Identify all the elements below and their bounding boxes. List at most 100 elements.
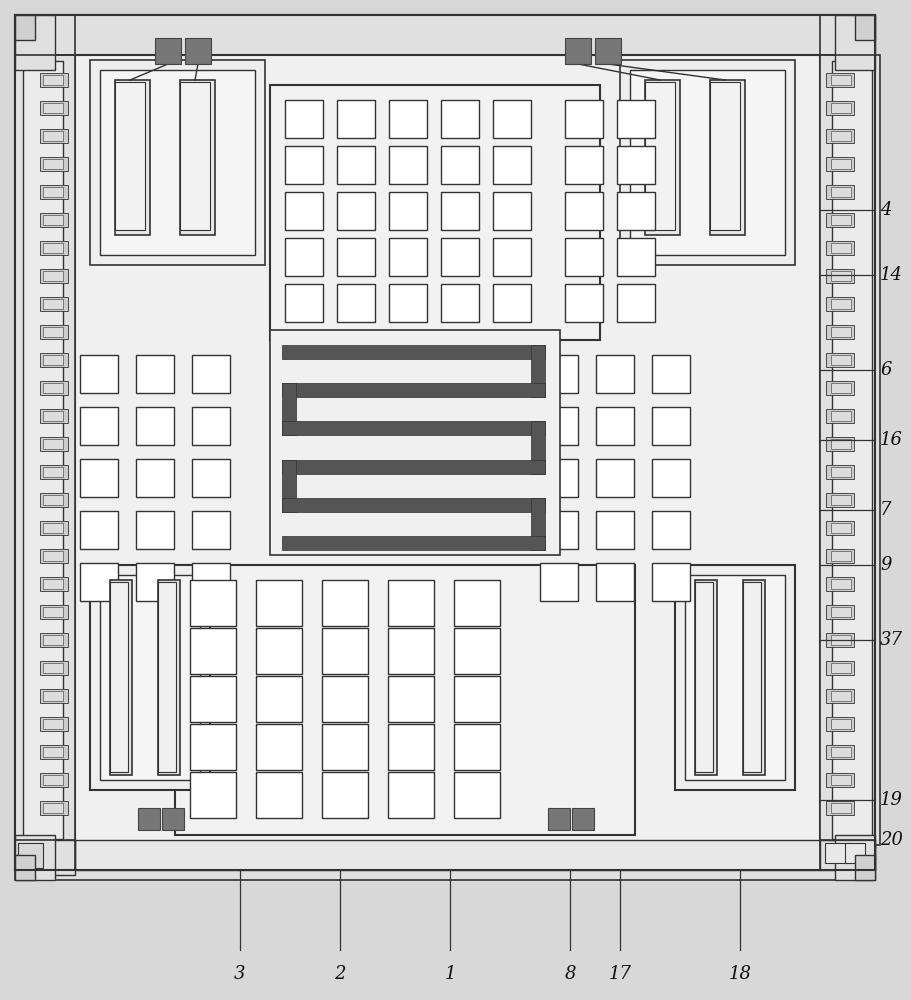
Bar (40, 605, 68, 619)
Bar (43, 719, 63, 729)
Bar (441, 284, 479, 322)
Bar (831, 467, 851, 477)
Bar (40, 661, 68, 675)
Bar (322, 628, 368, 674)
Bar (835, 15, 875, 70)
Bar (40, 521, 68, 535)
Bar (826, 129, 854, 143)
Bar (40, 409, 68, 423)
Bar (43, 635, 63, 645)
Bar (282, 460, 296, 512)
Bar (75, 840, 820, 870)
Bar (831, 271, 851, 281)
Bar (493, 238, 531, 276)
Bar (43, 383, 63, 393)
Bar (831, 579, 851, 589)
Bar (695, 580, 717, 775)
Bar (826, 157, 854, 171)
Bar (162, 808, 184, 830)
Bar (43, 663, 63, 673)
Bar (80, 407, 118, 445)
Bar (256, 724, 302, 770)
Bar (389, 192, 427, 230)
Bar (825, 843, 850, 863)
Bar (40, 241, 68, 255)
Bar (826, 241, 854, 255)
Text: 7: 7 (880, 501, 892, 519)
Bar (40, 101, 68, 115)
Bar (826, 577, 854, 591)
Bar (43, 215, 63, 225)
Bar (43, 103, 63, 113)
Bar (652, 355, 690, 393)
Bar (620, 60, 795, 265)
Bar (596, 355, 634, 393)
Bar (43, 607, 63, 617)
Bar (596, 459, 634, 497)
Bar (192, 459, 230, 497)
Bar (826, 437, 854, 451)
Bar (282, 498, 545, 512)
Bar (826, 297, 854, 311)
Bar (652, 407, 690, 445)
Bar (285, 146, 323, 184)
Bar (831, 355, 851, 365)
Bar (826, 269, 854, 283)
Bar (40, 297, 68, 311)
Bar (832, 61, 872, 839)
Bar (15, 855, 875, 880)
Bar (80, 511, 118, 549)
Bar (337, 146, 375, 184)
Bar (40, 549, 68, 563)
Bar (388, 676, 434, 722)
Bar (831, 439, 851, 449)
Bar (282, 383, 296, 435)
Bar (322, 580, 368, 626)
Bar (43, 775, 63, 785)
Bar (40, 717, 68, 731)
Bar (630, 70, 785, 255)
Bar (493, 284, 531, 322)
Bar (826, 213, 854, 227)
Bar (826, 717, 854, 731)
Bar (40, 381, 68, 395)
Bar (192, 563, 230, 601)
Bar (565, 238, 603, 276)
Bar (185, 38, 211, 64)
Bar (645, 80, 680, 235)
Bar (40, 325, 68, 339)
Bar (652, 511, 690, 549)
Bar (710, 80, 745, 235)
Bar (190, 580, 236, 626)
Bar (337, 284, 375, 322)
Bar (18, 843, 43, 868)
Bar (548, 808, 570, 830)
Bar (826, 801, 854, 815)
Bar (337, 238, 375, 276)
Bar (43, 411, 63, 421)
Bar (322, 772, 368, 818)
Bar (743, 582, 761, 772)
Bar (826, 493, 854, 507)
Bar (136, 355, 174, 393)
Bar (90, 60, 265, 265)
Bar (43, 747, 63, 757)
Bar (388, 724, 434, 770)
Bar (43, 579, 63, 589)
Text: 14: 14 (880, 266, 903, 284)
Bar (826, 605, 854, 619)
Bar (190, 772, 236, 818)
Bar (158, 582, 176, 772)
Bar (826, 465, 854, 479)
Bar (831, 131, 851, 141)
Bar (826, 325, 854, 339)
Text: 18: 18 (729, 965, 752, 983)
Bar (15, 15, 875, 55)
Bar (595, 38, 621, 64)
Bar (831, 159, 851, 169)
Bar (441, 192, 479, 230)
Bar (43, 803, 63, 813)
Bar (645, 82, 675, 230)
Bar (285, 238, 323, 276)
Bar (40, 801, 68, 815)
